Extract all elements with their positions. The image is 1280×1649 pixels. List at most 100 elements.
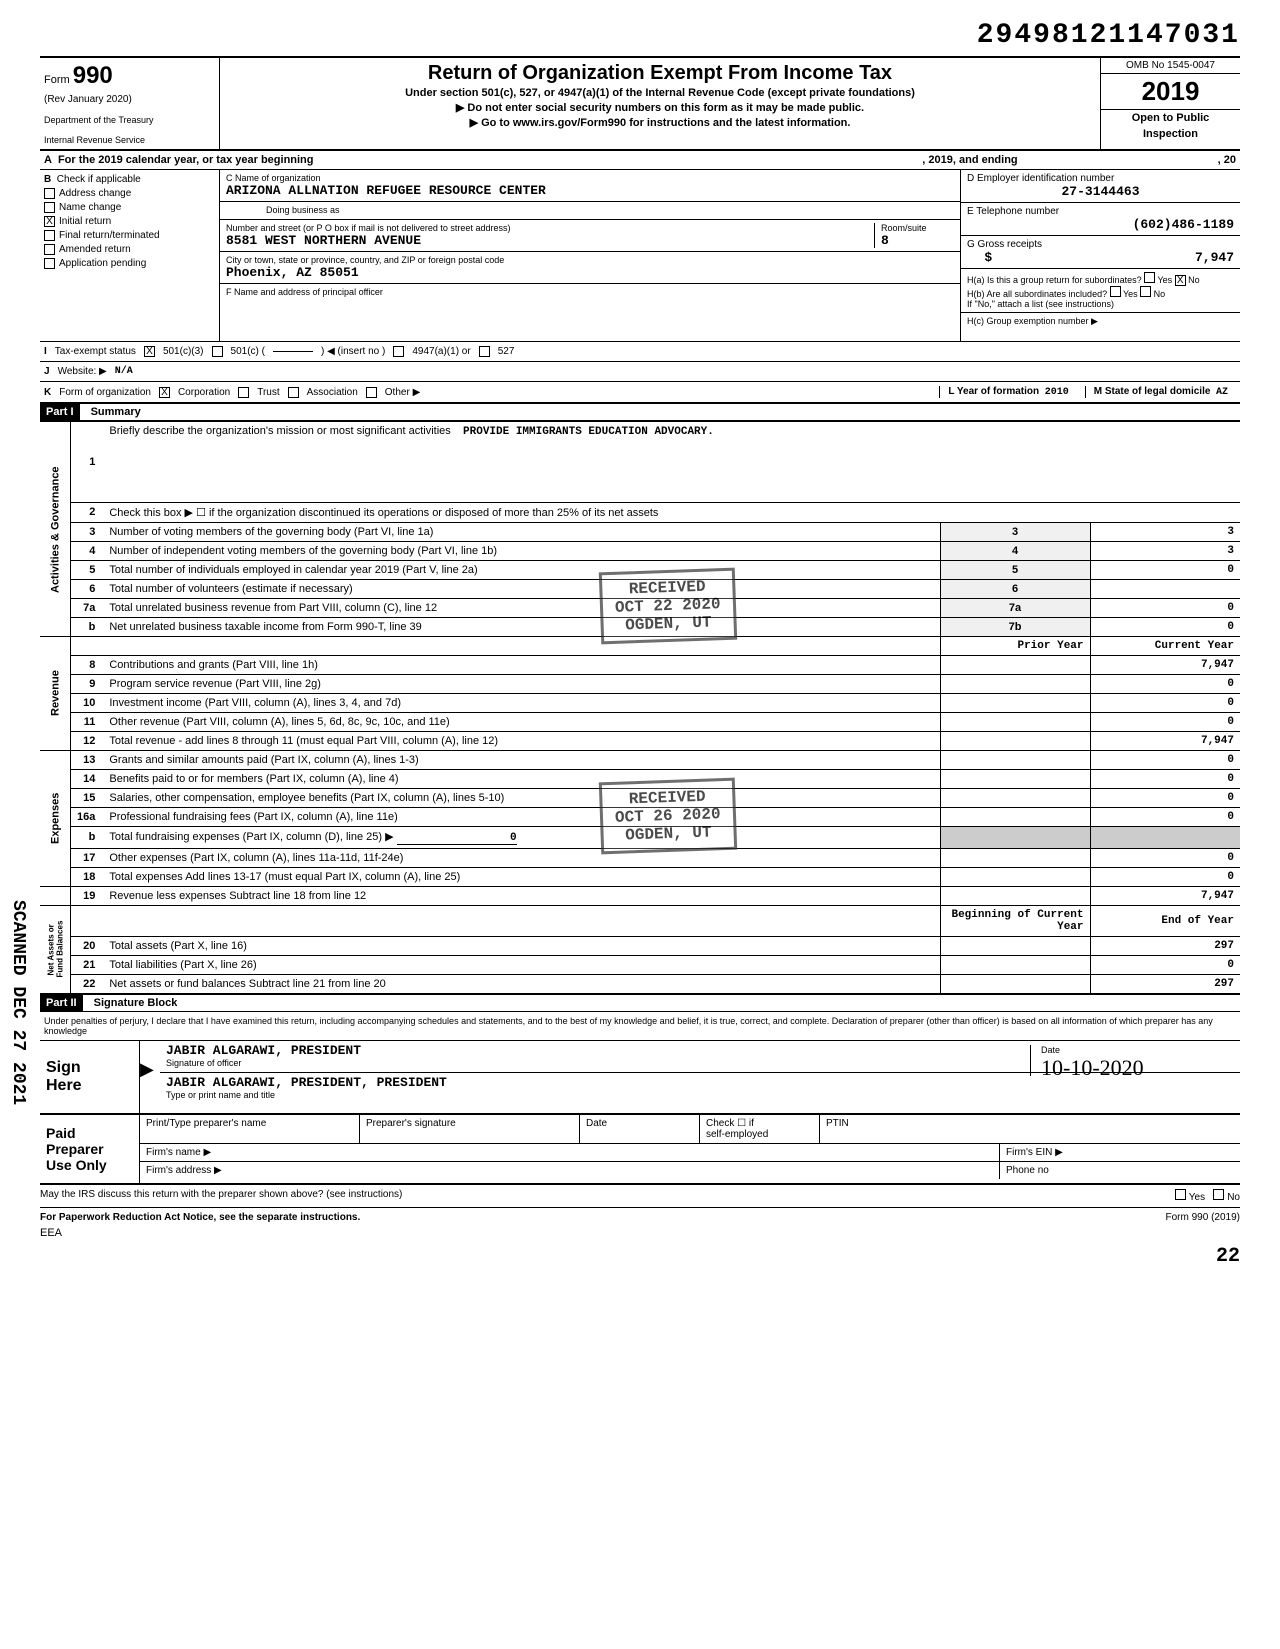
date-label: Date: [1041, 1045, 1230, 1055]
sign-here-label: Sign Here: [40, 1041, 140, 1113]
l22-prior: [940, 974, 1090, 994]
l8-num: 8: [71, 655, 104, 674]
prep-sig-label: Preparer's signature: [360, 1115, 580, 1143]
state-domicile: AZ: [1216, 387, 1228, 398]
right-column: D Employer identification number 27-3144…: [960, 170, 1240, 341]
lbl-trust: Trust: [257, 387, 279, 398]
section-revenue: Revenue: [40, 636, 71, 750]
row-a: A For the 2019 calendar year, or tax yea…: [40, 151, 1240, 170]
chk-assoc[interactable]: [288, 387, 299, 398]
l20-curr: 297: [1090, 936, 1240, 955]
chk-4947[interactable]: [393, 346, 404, 357]
chk-trust[interactable]: [238, 387, 249, 398]
l6-val: [1090, 579, 1240, 598]
chk-discuss-no[interactable]: [1213, 1189, 1224, 1200]
l20-text: Total assets (Part X, line 16): [103, 936, 940, 955]
l10-prior: [940, 693, 1090, 712]
prep-ptin-label: PTIN: [820, 1115, 1240, 1143]
gross-value: $ 7,947: [967, 250, 1234, 265]
form-label: Form: [44, 74, 70, 86]
l9-text: Program service revenue (Part VIII, line…: [103, 674, 940, 693]
lbl-501c: 501(c) (: [231, 346, 265, 357]
row-a-text-1: For the 2019 calendar year, or tax year …: [58, 154, 314, 166]
col-prior: Prior Year: [940, 636, 1090, 655]
l15-num: 15: [71, 788, 104, 807]
tax-status-label: Tax-exempt status: [55, 346, 136, 357]
lbl-initial-return: Initial return: [59, 216, 111, 227]
l7a-text: Total unrelated business revenue from Pa…: [103, 598, 940, 617]
l20-prior: [940, 936, 1090, 955]
addr-value: 8581 WEST NORTHERN AVENUE: [226, 233, 874, 248]
public-inspection-2: Inspection: [1101, 126, 1240, 142]
l19-num: 19: [71, 886, 104, 905]
l8-curr: 7,947: [1090, 655, 1240, 674]
chk-527[interactable]: [479, 346, 490, 357]
form-footer: Form 990 (2019): [1166, 1212, 1240, 1223]
lbl-4947: 4947(a)(1) or: [412, 346, 470, 357]
document-code: 29498121147031: [40, 20, 1240, 51]
chk-final-return[interactable]: [44, 230, 55, 241]
form-header: Form 990 (Rev January 2020) Department o…: [40, 56, 1240, 151]
col-beg: Beginning of Current Year: [940, 905, 1090, 936]
row-j-label: J: [44, 366, 50, 377]
l22-num: 22: [71, 974, 104, 994]
chk-amended[interactable]: [44, 244, 55, 255]
l12-curr: 7,947: [1090, 731, 1240, 750]
chk-501c3[interactable]: X: [144, 346, 155, 357]
l7b-text: Net unrelated business taxable income fr…: [103, 617, 940, 636]
chk-discuss-yes[interactable]: [1175, 1189, 1186, 1200]
chk-501c[interactable]: [212, 346, 223, 357]
ein-value: 27-3144463: [967, 184, 1234, 199]
entity-block: B Check if applicable Address change Nam…: [40, 170, 1240, 342]
rec2-l3: OGDEN, UT: [615, 823, 721, 845]
l1-num: 1: [71, 422, 104, 502]
org-name: ARIZONA ALLNATION REFUGEE RESOURCE CENTE…: [226, 183, 954, 198]
l9-num: 9: [71, 674, 104, 693]
l18-num: 18: [71, 867, 104, 886]
l5-num: 5: [71, 560, 104, 579]
chk-address-change[interactable]: [44, 188, 55, 199]
l22-curr: 297: [1090, 974, 1240, 994]
omb-number: OMB No 1545-0047: [1101, 58, 1240, 74]
hb-label: H(b) Are all subordinates included?: [967, 289, 1107, 299]
section-governance: Activities & Governance: [40, 422, 71, 636]
l10-curr: 0: [1090, 693, 1240, 712]
chk-ha-no[interactable]: X: [1175, 275, 1186, 286]
city-label: City or town, state or province, country…: [226, 255, 954, 265]
room-value: 8: [881, 233, 954, 248]
l16b-text: Total fundraising expenses (Part IX, col…: [109, 831, 393, 843]
l6-text: Total number of volunteers (estimate if …: [103, 579, 940, 598]
row-a-text-3: , 20: [1218, 154, 1236, 166]
chk-other[interactable]: [366, 387, 377, 398]
part-2-label: Part II: [40, 995, 83, 1011]
l21-prior: [940, 955, 1090, 974]
l19-curr: 7,947: [1090, 886, 1240, 905]
l10-num: 10: [71, 693, 104, 712]
chk-initial-return[interactable]: X: [44, 216, 55, 227]
l8-prior: [940, 655, 1090, 674]
ha-no: No: [1188, 275, 1200, 285]
chk-corp[interactable]: X: [159, 387, 170, 398]
chk-app-pending[interactable]: [44, 258, 55, 269]
l12-num: 12: [71, 731, 104, 750]
l10-text: Investment income (Part VIII, column (A)…: [103, 693, 940, 712]
l2-num: 2: [71, 502, 104, 522]
lbl-other: Other ▶: [385, 387, 420, 398]
chk-ha-yes[interactable]: [1144, 272, 1155, 283]
l17-prior: [940, 848, 1090, 867]
ha-label: H(a) Is this a group return for subordin…: [967, 275, 1142, 285]
paperwork-notice: For Paperwork Reduction Act Notice, see …: [40, 1212, 360, 1223]
footer-row: For Paperwork Reduction Act Notice, see …: [40, 1208, 1240, 1227]
chk-name-change[interactable]: [44, 202, 55, 213]
officer-label: F Name and address of principal officer: [226, 287, 954, 297]
h-note: If "No," attach a list (see instructions…: [967, 299, 1114, 309]
preparer-label: Paid Preparer Use Only: [40, 1115, 140, 1183]
form-org-label: Form of organization: [59, 387, 151, 398]
l17-curr: 0: [1090, 848, 1240, 867]
officer-type-name: JABIR ALGARAWI, PRESIDENT, PRESIDENT: [166, 1075, 447, 1090]
chk-hb-no[interactable]: [1140, 286, 1151, 297]
l13-num: 13: [71, 750, 104, 769]
chk-hb-yes[interactable]: [1110, 286, 1121, 297]
l1-value: PROVIDE IMMIGRANTS EDUCATION ADVOCARY.: [463, 426, 714, 438]
form-number: 990: [73, 62, 113, 89]
